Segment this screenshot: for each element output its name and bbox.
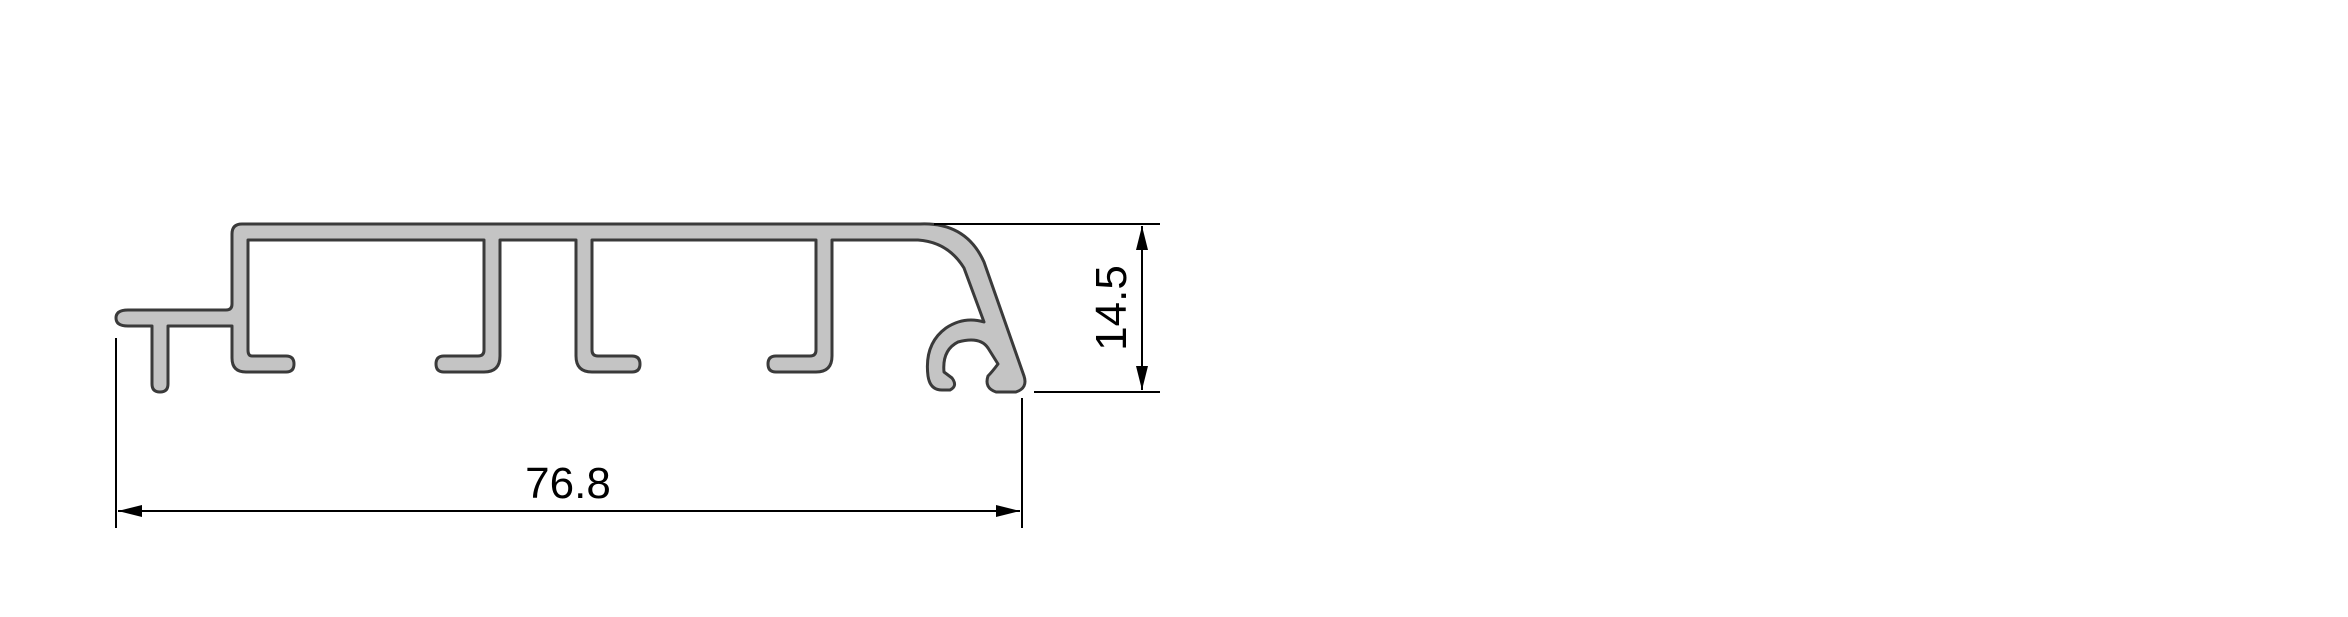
width-arrow-right <box>996 505 1020 517</box>
width-dimension-label: 76.8 <box>525 459 611 508</box>
height-arrow-top <box>1136 226 1148 250</box>
width-arrow-left <box>118 505 142 517</box>
height-arrow-bottom <box>1136 366 1148 390</box>
extrusion-profile <box>114 222 1027 394</box>
height-dimension-label: 14.5 <box>1087 265 1136 351</box>
